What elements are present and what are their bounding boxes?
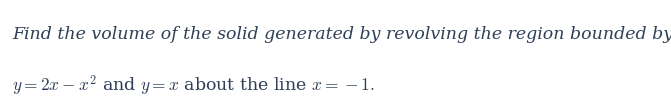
Text: Find the volume of the solid generated by revolving the region bounded by: Find the volume of the solid generated b… bbox=[12, 26, 671, 43]
Text: $y = 2x - x^2$ and $y = x$ about the line $x = -1.$: $y = 2x - x^2$ and $y = x$ about the lin… bbox=[12, 74, 374, 98]
